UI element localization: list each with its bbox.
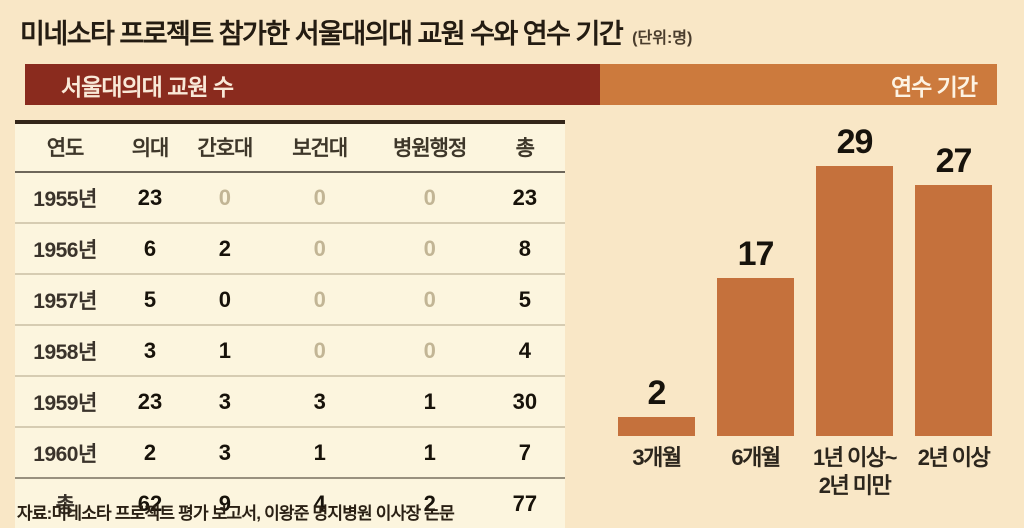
value-cell: 0 [374, 222, 485, 274]
value-cell: 4 [264, 477, 375, 528]
bar [618, 417, 695, 436]
bar-category-label: 6개월 [731, 445, 781, 470]
row-label-cell: 총 [15, 477, 116, 528]
duration-bar-chart: 2 3개월 17 6개월 29 1년 이상~ 2년 미만 27 2년 이상 [595, 118, 1010, 508]
row-label-cell: 1956년 [15, 222, 116, 274]
value-cell: 5 [484, 273, 565, 325]
row-label-cell: 1955년 [33, 188, 97, 211]
value-cell: 3 [264, 375, 375, 427]
value-cell: 0 [313, 185, 326, 210]
value-cell: 77 [484, 477, 565, 528]
title-row: 미네소타 프로젝트 참가한 서울대의대 교원 수와 연수 기간 (단위:명) [20, 12, 692, 51]
value-cell: 1 [374, 375, 485, 427]
band-right-label: 연수 기간 [890, 73, 978, 100]
value-cell: 0 [374, 273, 485, 325]
band-left-label: 서울대의대 교원 수 [61, 73, 234, 100]
value-cell: 5 [115, 273, 185, 325]
value-cell: 8 [484, 222, 565, 274]
faculty-table: 연도 의대 간호대 보건대 병원행정 총 1955년 23 0 0 0 23 1956년 6 2 0 0 8 19… [15, 120, 565, 528]
value-cell: 7 [484, 426, 565, 478]
bar-group: 27 2년 이상 [904, 142, 1003, 508]
value-cell: 9 [184, 477, 265, 528]
value-cell: 4 [484, 324, 565, 376]
table-header-cell: 병원행정 [374, 122, 485, 173]
value-cell: 2 [115, 426, 185, 478]
bar-value-label: 29 [836, 123, 874, 161]
bar-category-label: 2년 이상 [917, 445, 991, 470]
table-header-cell: 의대 [115, 122, 185, 173]
value-cell: 23 [115, 375, 185, 427]
value-cell: 0 [218, 185, 231, 210]
value-cell: 0 [264, 222, 375, 274]
table-head: 연도 의대 간호대 보건대 병원행정 총 [15, 122, 565, 173]
source-note: 자료:미네소타 프로젝트 평가 보고서, 이왕준 명지병원 이사장 논문 [17, 504, 455, 523]
table-header-cell: 간호대 [184, 122, 265, 173]
table-row: 1958년 3 1 0 0 4 [15, 324, 565, 376]
bar [717, 278, 794, 436]
value-cell: 2 [374, 477, 485, 528]
value-cell: 0 [264, 324, 375, 376]
value-cell: 62 [115, 477, 185, 528]
table-row: 1956년 6 2 0 0 8 [15, 222, 565, 274]
value-cell: 3 [184, 375, 265, 427]
value-cell: 0 [423, 185, 436, 210]
table-row: 1955년 23 0 0 0 23 [15, 172, 565, 223]
value-cell: 3 [184, 426, 265, 478]
table-header-cell: 총 [484, 122, 565, 173]
row-label-cell: 1959년 [15, 375, 116, 427]
bar-group: 29 1년 이상~ 2년 미만 [805, 123, 904, 508]
value-cell: 1 [374, 426, 485, 478]
table-row: 총 62 9 4 2 77 [15, 477, 565, 528]
value-cell: 0 [264, 273, 375, 325]
row-label-cell: 1958년 [15, 324, 116, 376]
value-cell: 23 [137, 185, 163, 210]
value-cell: 6 [115, 222, 185, 274]
value-cell: 0 [374, 324, 485, 376]
bar [915, 185, 992, 436]
table-row: 1959년 23 3 3 1 30 [15, 375, 565, 427]
table-header-cell: 보건대 [264, 122, 375, 173]
value-cell: 1 [264, 426, 375, 478]
bar-value-label: 17 [737, 235, 775, 273]
value-cell: 1 [184, 324, 265, 376]
bar-category-label: 3개월 [632, 445, 682, 470]
unit-note: (단위:명) [632, 30, 693, 47]
section-band-faculty: 서울대의대 교원 수 [25, 64, 600, 105]
faculty-table-wrap: 연도 의대 간호대 보건대 병원행정 총 1955년 23 0 0 0 23 1956년 6 2 0 0 8 19… [15, 120, 565, 528]
row-label-cell: 1960년 [15, 426, 116, 478]
section-band-duration: 연수 기간 [600, 64, 997, 105]
table-row: 1960년 2 3 1 1 7 [15, 426, 565, 478]
bar [816, 166, 893, 436]
table-body: 1955년 23 0 0 0 23 1956년 6 2 0 0 8 1957년 5 0 0 0 5 1958년 3 1 0… [15, 172, 565, 528]
value-cell: 0 [184, 273, 265, 325]
row-label-cell: 1957년 [15, 273, 116, 325]
bar-value-label: 27 [935, 142, 973, 180]
value-cell: 3 [115, 324, 185, 376]
table-header-cell: 연도 [15, 122, 116, 173]
bar-group: 17 6개월 [706, 235, 805, 508]
bar-value-label: 2 [647, 374, 667, 412]
value-cell: 30 [484, 375, 565, 427]
bar-group: 2 3개월 [607, 374, 706, 508]
page-title: 미네소타 프로젝트 참가한 서울대의대 교원 수와 연수 기간 [20, 19, 624, 49]
table-row: 1957년 5 0 0 0 5 [15, 273, 565, 325]
value-cell: 23 [512, 185, 538, 210]
bar-category-label: 1년 이상~ 2년 미만 [813, 445, 897, 498]
table-header-row: 연도 의대 간호대 보건대 병원행정 총 [15, 122, 565, 173]
value-cell: 2 [184, 222, 265, 274]
